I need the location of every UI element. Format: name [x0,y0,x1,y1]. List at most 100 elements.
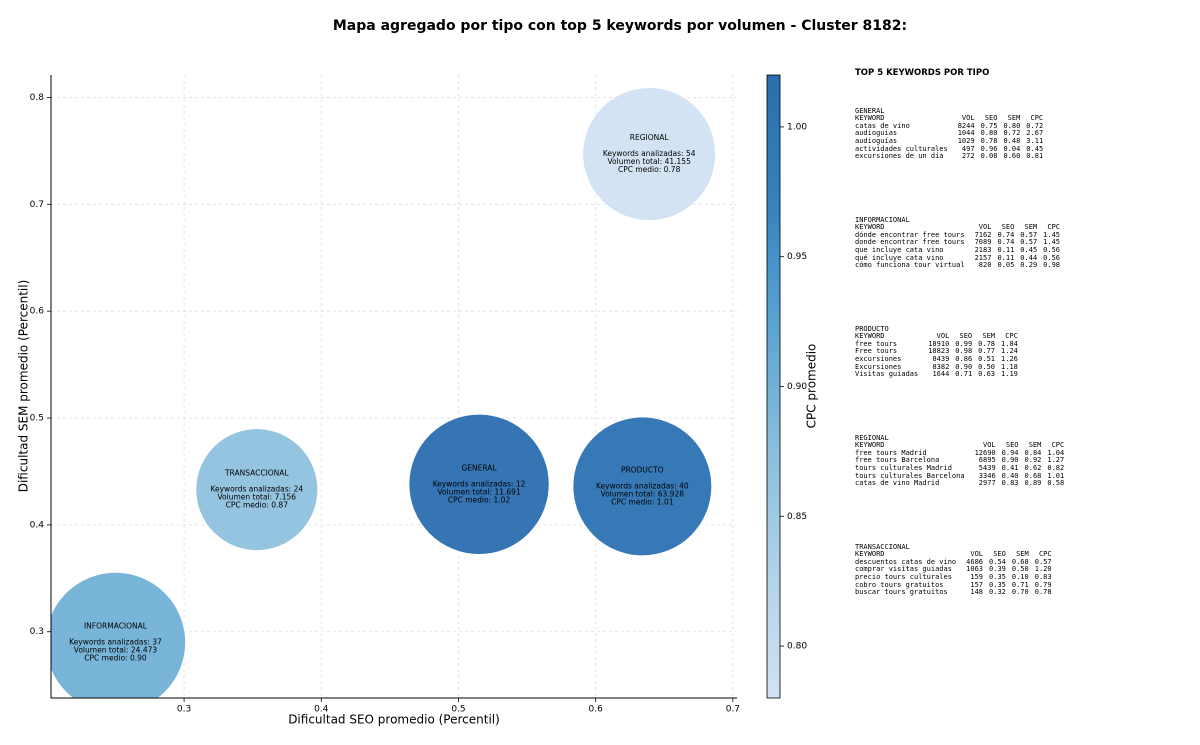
table-cell: 0.41 [1001,463,1019,472]
table-cell: 0.94 [1001,448,1019,457]
table-row: catas de vino 8244 0.75 0.80 0.72 [855,121,1043,131]
y-tick-label: 0.8 [30,93,45,103]
table-cell: 2157 [974,253,992,262]
panel-section: REGIONAL KEYWORD VOL SEO SEM CPC free tours Ma… [855,434,1065,544]
colorbar-tick-label: 0.95 [787,252,807,262]
annotation-value: 24.473 [131,645,157,654]
table-cell: 1.84 [1001,339,1018,348]
annotation-prefix: Keywords analizadas: [433,479,514,488]
header-cell: SEO [993,550,1006,559]
header-cell: CPC [1051,441,1065,450]
table-row: donde encontrar free tours 7089 0.74 0.57 1.… [855,239,1060,247]
side-panel: TOP 5 KEYWORDS POR TIPO GENERAL KEYWORD VO… [855,69,1065,653]
table-cell: 0.84 [1024,448,1042,457]
table-cell: 272 [961,152,975,161]
table-cell: 159 [970,572,984,581]
table-header: KEYWORD VOL SEO SEM CPC [855,551,1052,559]
annotation-value: 24 [294,485,304,494]
table-cell: audioguías [855,136,898,145]
bubble-label: GENERAL [462,463,498,472]
table-cell: 2.67 [1026,129,1044,138]
table-header: KEYWORD VOL SEO SEM CPC [855,333,1018,341]
table-cell: 0.96 [980,144,998,153]
header-cell: CPC [1030,114,1044,123]
table-cell: 1.26 [1001,354,1018,363]
table-cell: 0.83 [1001,479,1019,488]
table-header: KEYWORD VOL SEO SEM CPC [855,224,1060,232]
table-cell: excursiones de un día [855,152,944,161]
colorbar-label: CPC promedio [805,344,819,429]
keyword-table: KEYWORD VOL SEO SEM CPC catas de vino 8244 0.75… [855,115,1043,161]
table-cell: que incluye cata vino [855,245,944,254]
table-cell: 3.11 [1026,136,1044,145]
table-cell: 157 [970,580,984,589]
annotation-value: 1.02 [494,495,511,504]
annotation-prefix: CPC medio: [84,653,127,662]
table-cell: 0.40 [1001,471,1019,480]
table-row: free tours Madrid 12690 0.94 0.84 1.04 [855,448,1065,458]
bubble-label: PRODUCTO [621,465,664,474]
table-cell: 0.77 [978,347,996,356]
table-cell: 1029 [957,136,975,145]
table-cell: 1.45 [1043,238,1061,247]
table-cell: 3346 [978,471,996,480]
header-cell: VOL [983,441,996,450]
y-tick-label: 0.7 [30,200,44,210]
bubble-annotation: CPC medio: 0.87 [226,501,289,510]
colorbar [766,74,781,699]
bubble [408,413,550,555]
table-cell: comprar visitas guiadas [855,565,952,574]
annotation-value: 11.691 [494,487,520,496]
table-row: tours culturales Barcelona 3346 0.40 0.68 1.… [855,471,1064,481]
table-cell: buscar tours gratuitos [855,588,948,597]
panel-section: TRANSACCIONAL KEYWORD VOL SEO SEM CPC descuent… [855,542,1064,653]
table-cell: 0.35 [989,572,1006,581]
header-cell: CPC [1005,332,1018,341]
annotation-prefix: Volumen total: [437,487,492,496]
table-cell: dónde encontrar free tours [855,230,965,239]
bubble-annotation: Keywords analizadas: 40 [596,481,689,490]
table-cell: 0.57 [1020,230,1038,239]
bubble-annotation: Keywords analizadas: 12 [433,479,526,488]
table-cell: 1.04 [1047,448,1065,457]
table-cell: tours culturales Barcelona [855,471,965,480]
header-cell: VOL [978,223,992,232]
annotation-prefix: Volumen total: [218,493,273,502]
table-cell: 0.11 [997,245,1015,254]
table-cell: 148 [970,588,984,597]
bubble-annotation: Keywords analizadas: 37 [69,637,162,646]
table-cell: 0.62 [1024,463,1042,472]
keyword-table: KEYWORD VOL SEO SEM CPC free tours 18910 0.99 0.… [855,333,1018,379]
table-row: actividades culturales 497 0.96 0.04 0.45 [855,144,1043,154]
table-cell: 1044 [957,129,975,138]
table-row: audioguías 1029 0.78 0.48 3.11 [855,136,1044,146]
header-cell: CPC [1038,550,1052,559]
table-header: KEYWORD VOL SEO SEM CPC [855,115,1043,123]
annotation-prefix: Volumen total: [608,157,663,166]
table-row: comprar visitas guiadas 1063 0.39 0.50 1.20 [855,566,1052,574]
table-cell: 0.90 [1001,456,1019,465]
table-cell: 0.48 [1003,136,1021,145]
table-cell: 0.81 [1026,152,1044,161]
section-name: TRANSACCIONAL [855,542,910,551]
x-tick-label: 0.4 [314,705,329,715]
table-cell: 0.78 [978,339,996,348]
table-cell: 0.57 [1034,557,1052,566]
colorbar-tick-label: 0.80 [787,642,807,652]
table-row: tours culturales Madrid 5439 0.41 0.62 0.82 [855,463,1064,473]
table-cell: 0.56 [1043,245,1061,254]
table-cell: 8439 [932,354,950,363]
y-tick-label: 0.6 [30,307,45,317]
header-cell: CPC [1047,223,1061,232]
table-cell: 0.80 [1003,121,1021,130]
table-row: free tours 18910 0.99 0.78 1.84 [855,339,1018,349]
table-cell: free tours Madrid [855,448,927,457]
table-cell: 7162 [974,230,992,239]
x-axis-label: Dificultad SEO promedio (Percentil) [288,713,500,727]
table-row: cobro tours gratuitos 157 0.35 0.71 0.79 [855,580,1052,590]
table-cell: 12690 [974,448,996,457]
table-cell: 18823 [928,347,950,356]
